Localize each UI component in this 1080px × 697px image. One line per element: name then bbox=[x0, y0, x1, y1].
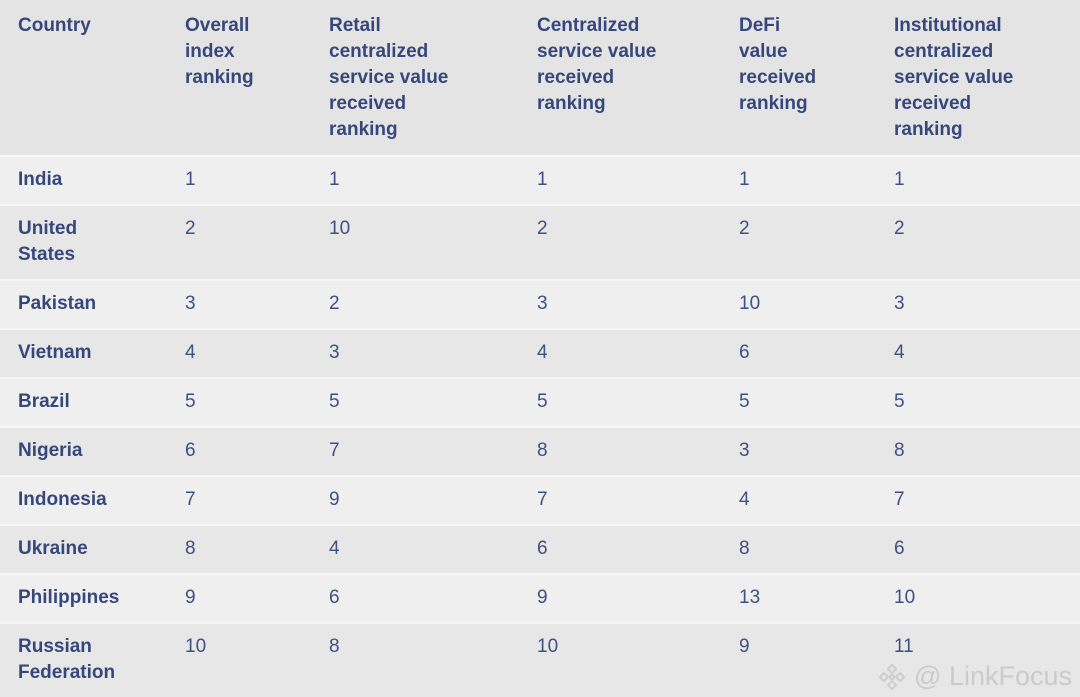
table-body: India 1 1 1 1 1 United States 2 10 2 2 2… bbox=[0, 156, 1080, 697]
country-cell: India bbox=[0, 156, 185, 205]
country-label: Pakistan bbox=[18, 293, 97, 314]
column-header-label: Overall index ranking bbox=[185, 15, 254, 88]
rank-cell: 7 bbox=[894, 489, 905, 510]
table-row: India 1 1 1 1 1 bbox=[0, 156, 1080, 205]
rank-cell: 2 bbox=[185, 218, 196, 239]
rank-cell: 1 bbox=[329, 169, 340, 190]
rank-cell: 6 bbox=[739, 342, 750, 363]
column-header-label: DeFi value received ranking bbox=[739, 15, 817, 114]
column-header: Country bbox=[0, 0, 185, 156]
table-row: Russian Federation 10 8 10 9 11 bbox=[0, 623, 1080, 697]
rank-cell: 3 bbox=[185, 293, 196, 314]
country-cell: Pakistan bbox=[0, 280, 185, 329]
country-label: India bbox=[18, 169, 63, 190]
rank-cell: 8 bbox=[329, 636, 340, 657]
column-header: Centralized service value received ranki… bbox=[537, 0, 739, 156]
rank-cell: 3 bbox=[739, 440, 750, 461]
country-cell: Ukraine bbox=[0, 525, 185, 574]
rank-cell: 5 bbox=[329, 391, 340, 412]
rank-cell: 6 bbox=[537, 538, 548, 559]
rank-cell: 2 bbox=[329, 293, 340, 314]
rank-cell: 1 bbox=[894, 169, 905, 190]
rank-cell: 9 bbox=[185, 587, 196, 608]
rank-cell: 1 bbox=[537, 169, 548, 190]
country-label: Philippines bbox=[18, 587, 120, 608]
rank-cell: 10 bbox=[185, 636, 207, 657]
rank-cell: 4 bbox=[185, 342, 196, 363]
rank-cell: 4 bbox=[739, 489, 750, 510]
rank-cell: 3 bbox=[894, 293, 905, 314]
table-header: Country Overall index ranking Retail cen… bbox=[0, 0, 1080, 156]
table-row: Indonesia 7 9 7 4 7 bbox=[0, 476, 1080, 525]
rank-cell: 10 bbox=[894, 587, 916, 608]
column-header: Retail centralized service value receive… bbox=[329, 0, 537, 156]
rank-cell: 8 bbox=[894, 440, 905, 461]
rank-cell: 7 bbox=[537, 489, 548, 510]
column-header: Institutional centralized service value … bbox=[894, 0, 1080, 156]
rank-cell: 6 bbox=[329, 587, 340, 608]
country-label: Indonesia bbox=[18, 489, 107, 510]
rank-cell: 8 bbox=[185, 538, 196, 559]
rank-cell: 11 bbox=[894, 636, 914, 657]
column-header: DeFi value received ranking bbox=[739, 0, 894, 156]
country-cell: Philippines bbox=[0, 574, 185, 623]
country-cell: Nigeria bbox=[0, 427, 185, 476]
rank-cell: 1 bbox=[185, 169, 196, 190]
country-label: Russian Federation bbox=[18, 636, 116, 683]
rank-cell: 13 bbox=[739, 587, 761, 608]
rank-cell: 4 bbox=[537, 342, 548, 363]
country-label: Nigeria bbox=[18, 440, 83, 461]
rank-cell: 4 bbox=[894, 342, 905, 363]
table-row: Vietnam 4 3 4 6 4 bbox=[0, 329, 1080, 378]
column-header-label: Country bbox=[18, 15, 91, 36]
rank-cell: 6 bbox=[185, 440, 196, 461]
table-row: Ukraine 8 4 6 8 6 bbox=[0, 525, 1080, 574]
table-row: Pakistan 3 2 3 10 3 bbox=[0, 280, 1080, 329]
table-row: Nigeria 6 7 8 3 8 bbox=[0, 427, 1080, 476]
column-header-label: Retail centralized service value receive… bbox=[329, 15, 449, 140]
rank-cell: 7 bbox=[185, 489, 196, 510]
rank-cell: 9 bbox=[739, 636, 750, 657]
column-header-label: Institutional centralized service value … bbox=[894, 15, 1014, 140]
rank-cell: 2 bbox=[537, 218, 548, 239]
country-cell: Brazil bbox=[0, 378, 185, 427]
rank-cell: 6 bbox=[894, 538, 905, 559]
rank-cell: 10 bbox=[537, 636, 559, 657]
country-label: Brazil bbox=[18, 391, 70, 412]
rank-cell: 8 bbox=[537, 440, 548, 461]
rank-cell: 7 bbox=[329, 440, 340, 461]
rank-cell: 1 bbox=[739, 169, 750, 190]
country-cell: Vietnam bbox=[0, 329, 185, 378]
table-header-row: Country Overall index ranking Retail cen… bbox=[0, 0, 1080, 156]
rank-cell: 5 bbox=[537, 391, 548, 412]
rank-cell: 5 bbox=[739, 391, 750, 412]
table-row: Philippines 9 6 9 13 10 bbox=[0, 574, 1080, 623]
country-cell: Indonesia bbox=[0, 476, 185, 525]
column-header-label: Centralized service value received ranki… bbox=[537, 15, 657, 114]
rank-cell: 8 bbox=[739, 538, 750, 559]
rank-cell: 3 bbox=[537, 293, 548, 314]
table-row: United States 2 10 2 2 2 bbox=[0, 205, 1080, 280]
rank-cell: 2 bbox=[894, 218, 905, 239]
rank-cell: 5 bbox=[185, 391, 196, 412]
country-cell: Russian Federation bbox=[0, 623, 185, 697]
rank-cell: 10 bbox=[739, 293, 761, 314]
rank-cell: 10 bbox=[329, 218, 351, 239]
country-label: United States bbox=[18, 218, 78, 265]
rank-cell: 9 bbox=[329, 489, 340, 510]
country-label: Vietnam bbox=[18, 342, 92, 363]
country-label: Ukraine bbox=[18, 538, 88, 559]
rank-cell: 5 bbox=[894, 391, 905, 412]
table-row: Brazil 5 5 5 5 5 bbox=[0, 378, 1080, 427]
column-header: Overall index ranking bbox=[185, 0, 329, 156]
country-cell: United States bbox=[0, 205, 185, 280]
rank-cell: 9 bbox=[537, 587, 548, 608]
rank-cell: 4 bbox=[329, 538, 340, 559]
rank-cell: 2 bbox=[739, 218, 750, 239]
rank-cell: 3 bbox=[329, 342, 340, 363]
